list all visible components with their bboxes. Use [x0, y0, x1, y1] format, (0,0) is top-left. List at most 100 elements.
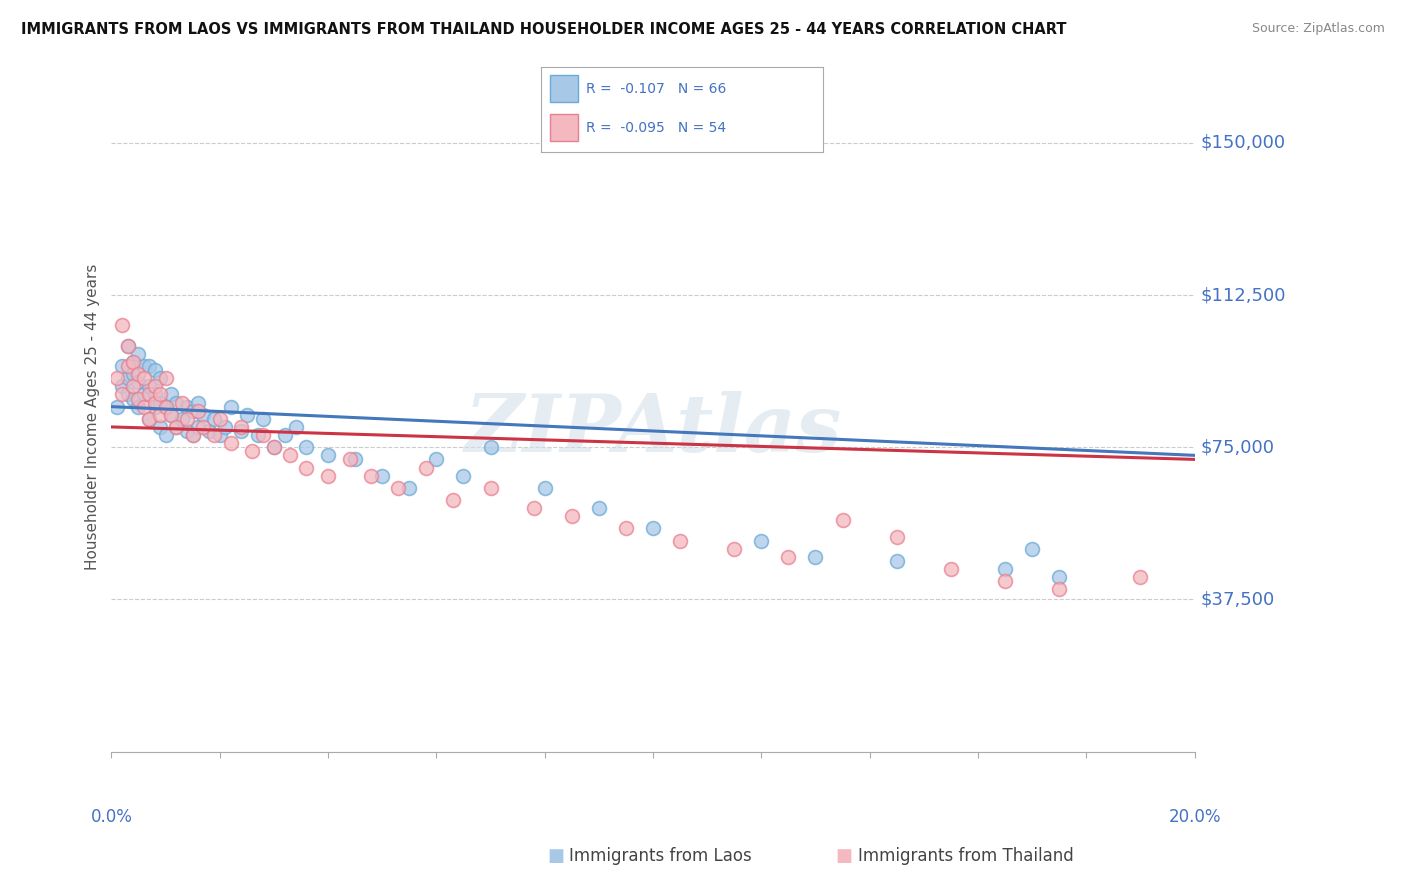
Point: [263, 440, 285, 454]
Point: [117, 359, 139, 373]
Point: [994, 574, 1017, 589]
Text: R =  -0.107   N = 66: R = -0.107 N = 66: [586, 82, 727, 96]
Text: Immigrants from Thailand: Immigrants from Thailand: [858, 847, 1073, 865]
Point: [138, 412, 160, 426]
Y-axis label: Householder Income Ages 25 - 44 years: Householder Income Ages 25 - 44 years: [86, 264, 100, 570]
Point: [263, 440, 285, 454]
Point: [143, 379, 166, 393]
Point: [387, 481, 409, 495]
Point: [236, 408, 259, 422]
Point: [122, 392, 145, 406]
Point: [886, 554, 908, 568]
Point: [1047, 570, 1070, 584]
Point: [117, 339, 139, 353]
Point: [127, 347, 149, 361]
Point: [208, 428, 231, 442]
Text: Immigrants from Laos: Immigrants from Laos: [569, 847, 752, 865]
Point: [160, 408, 183, 422]
Point: [295, 440, 318, 454]
Point: [170, 395, 193, 409]
Point: [641, 521, 664, 535]
Point: [132, 387, 155, 401]
Point: [284, 420, 307, 434]
Point: [252, 428, 274, 442]
Point: [155, 371, 177, 385]
Text: $150,000: $150,000: [1199, 134, 1285, 152]
Point: [202, 428, 225, 442]
Text: IMMIGRANTS FROM LAOS VS IMMIGRANTS FROM THAILAND HOUSEHOLDER INCOME AGES 25 - 44: IMMIGRANTS FROM LAOS VS IMMIGRANTS FROM …: [21, 22, 1067, 37]
Text: $112,500: $112,500: [1199, 286, 1285, 304]
Point: [749, 533, 772, 548]
Point: [295, 460, 318, 475]
Point: [723, 541, 745, 556]
Point: [187, 395, 209, 409]
Point: [160, 387, 183, 401]
Point: [561, 509, 583, 524]
Point: [278, 448, 301, 462]
Point: [149, 395, 172, 409]
Point: [165, 420, 187, 434]
Text: ■: ■: [547, 847, 564, 865]
Point: [149, 371, 172, 385]
Point: [143, 400, 166, 414]
Text: 0.0%: 0.0%: [90, 808, 132, 827]
Point: [886, 529, 908, 543]
Point: [246, 428, 269, 442]
Point: [208, 412, 231, 426]
Text: ■: ■: [835, 847, 852, 865]
Point: [176, 424, 198, 438]
Point: [441, 493, 464, 508]
Point: [122, 355, 145, 369]
Point: [415, 460, 437, 475]
Point: [316, 448, 339, 462]
Point: [117, 339, 139, 353]
Point: [193, 420, 215, 434]
Point: [994, 562, 1017, 576]
Point: [117, 371, 139, 385]
Point: [240, 444, 263, 458]
Point: [202, 412, 225, 426]
Point: [127, 367, 149, 381]
Point: [111, 379, 134, 393]
Point: [533, 481, 555, 495]
Point: [1021, 541, 1043, 556]
Point: [160, 408, 183, 422]
Bar: [550, 114, 578, 142]
Point: [831, 513, 853, 527]
Point: [165, 395, 187, 409]
Bar: [550, 76, 578, 103]
Point: [360, 468, 382, 483]
Point: [170, 412, 193, 426]
Point: [143, 363, 166, 377]
Point: [588, 501, 610, 516]
Point: [214, 420, 236, 434]
Point: [132, 400, 155, 414]
Point: [614, 521, 637, 535]
Point: [111, 318, 134, 333]
Point: [274, 428, 297, 442]
Point: [127, 376, 149, 390]
Point: [453, 468, 475, 483]
Point: [149, 420, 172, 434]
Point: [339, 452, 361, 467]
Point: [193, 408, 215, 422]
Point: [149, 387, 172, 401]
Text: $37,500: $37,500: [1199, 591, 1274, 608]
Point: [252, 412, 274, 426]
Point: [479, 481, 502, 495]
Point: [155, 400, 177, 414]
Point: [138, 379, 160, 393]
Point: [939, 562, 962, 576]
Point: [127, 392, 149, 406]
Point: [181, 428, 204, 442]
Point: [425, 452, 447, 467]
Point: [122, 379, 145, 393]
Point: [165, 420, 187, 434]
Point: [187, 420, 209, 434]
Point: [231, 420, 253, 434]
Point: [122, 367, 145, 381]
Point: [155, 428, 177, 442]
Point: [155, 400, 177, 414]
Point: [143, 387, 166, 401]
Point: [138, 387, 160, 401]
